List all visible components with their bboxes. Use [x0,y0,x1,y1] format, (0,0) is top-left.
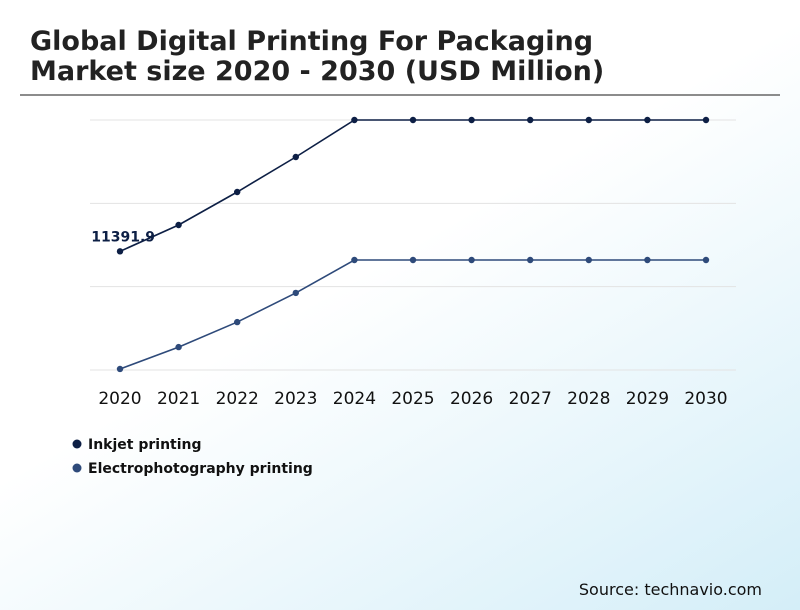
series-line [119,119,706,253]
x-tick-label: 2024 [333,389,376,409]
legend-marker [72,463,82,473]
x-tick-label: 2027 [509,389,552,409]
x-tick-label: 2026 [450,389,493,409]
point [292,153,299,161]
point [527,116,534,124]
series-line [119,259,706,370]
point [644,256,651,264]
point [175,343,182,351]
legend-label: Electrophotography printing [88,461,313,477]
point [116,365,124,373]
data-label: 11391.9 [91,229,155,245]
point [468,256,475,264]
x-tick-label: 2029 [626,389,669,409]
point [702,116,710,124]
point [116,248,124,255]
x-tick-label: 2025 [391,389,434,409]
point [351,116,358,124]
source: Source: technavio.com [579,580,762,599]
x-tick-label: 2022 [216,389,259,409]
point [175,221,182,229]
x-tick-label: 2028 [567,389,610,409]
point [234,188,241,196]
point [527,256,534,264]
point [351,256,358,264]
x-tick-label: 2030 [684,389,727,409]
legend-label: Inkjet printing [88,437,202,453]
point [644,116,651,124]
point [702,256,710,264]
chart-title: Global Digital Printing For Packaging [30,26,593,57]
x-tick-label: 2020 [98,389,141,409]
x-tick-label: 2021 [157,389,200,409]
legend-marker [72,439,82,449]
point [585,256,592,264]
point [234,318,241,326]
point [409,116,417,124]
point [585,116,592,124]
x-tick-label: 2023 [274,389,317,409]
chart-title: Market size 2020 - 2030 (USD Million) [30,56,604,87]
point [468,116,475,124]
point [292,289,299,297]
point [409,256,417,264]
